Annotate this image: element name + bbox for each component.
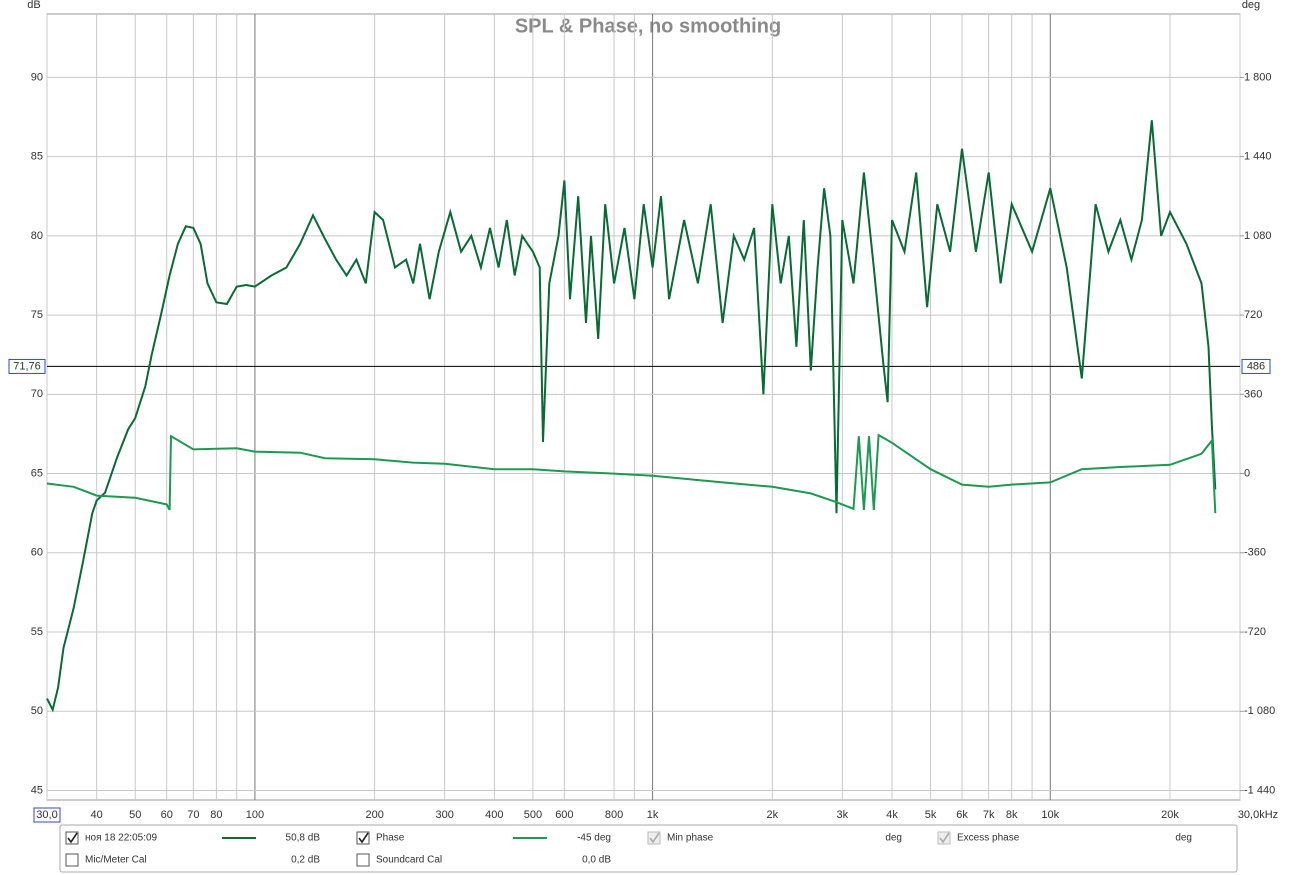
x-tick-label: 400 [485,809,503,821]
y2-tick-label: -720 [1244,626,1266,638]
x-tick-label: 600 [555,809,573,821]
y-axis-label: dB [27,0,40,11]
x-tick-label: 300 [435,809,453,821]
control-label: ноя 18 22:05:09 [85,833,158,844]
checkmark [649,832,660,844]
y2-tick-label: 1 440 [1244,151,1272,163]
y-tick-label: 90 [31,71,43,83]
y-tick-label: 65 [31,467,43,479]
x-tick-label: 3k [837,809,849,821]
control-label: Phase [376,833,405,844]
cursor-y2-label: 486 [1247,360,1265,372]
cursor-box [8,358,46,374]
checkbox[interactable] [356,853,370,867]
x-tick-label: 1k [647,809,659,821]
tick-box [33,807,61,823]
y-tick-label: 45 [31,784,43,796]
control-label: Soundcard Cal [376,855,442,866]
control-label: Mic/Meter Cal [85,855,147,866]
control-value: deg [885,833,902,844]
y-tick-label: 70 [31,388,43,400]
y2-axis-label: deg [1242,0,1260,11]
x-tick-label: 60 [161,809,173,821]
y-tick-label: 60 [31,547,43,559]
x-tick-label: 20k [1161,809,1179,821]
x-tick-label: 200 [365,809,383,821]
y-tick-label: 55 [31,626,43,638]
x-tick-label: 40 [91,809,103,821]
y2-tick-label: 360 [1244,388,1262,400]
y-tick-label: 85 [31,151,43,163]
x-tick-label: 4k [886,809,898,821]
x-tick-label: 70 [187,809,199,821]
x-tick-label: 2k [766,809,778,821]
x-tick-label: 500 [524,809,542,821]
checkmark [358,832,369,844]
x-tick-label: 80 [210,809,222,821]
control-value: deg [1175,833,1192,844]
x-tick-label: 10k [1041,809,1059,821]
y-tick-label: 75 [31,309,43,321]
series-line [46,120,1217,713]
x-tick-label: 100 [246,809,264,821]
x-tick-label: 30,0 [36,809,57,821]
x-tick-label: 7k [983,809,995,821]
control-value: 50,8 dB [286,833,321,844]
y-tick-label: 50 [31,705,43,717]
control-value: 0,2 dB [291,855,320,866]
y-tick-label: 80 [31,230,43,242]
control-value: 0,0 dB [582,855,611,866]
y2-tick-label: -360 [1244,547,1266,559]
checkbox[interactable] [65,853,79,867]
y2-tick-label: -1 080 [1244,705,1275,717]
checkmark [67,832,78,844]
x-tick-label: 30,0kHz [1238,809,1278,821]
series-line [46,433,1217,514]
y2-tick-label: 0 [1244,467,1250,479]
cursor-box [1241,358,1271,374]
plot-area [46,13,1241,801]
x-tick-label: 8k [1006,809,1018,821]
y2-tick-label: -1 440 [1244,784,1275,796]
x-tick-label: 6k [956,809,968,821]
control-label: Excess phase [957,833,1020,844]
y2-tick-label: 720 [1244,309,1262,321]
x-tick-label: 800 [605,809,623,821]
control-value: -45 deg [577,833,611,844]
checkmark [939,832,950,844]
control-label: Min phase [667,833,714,844]
cursor-label: 71,76 [13,360,41,372]
y2-tick-label: 1 800 [1244,71,1272,83]
chart-title: SPL & Phase, no smoothing [515,15,781,37]
x-tick-label: 5k [925,809,937,821]
y2-tick-label: 1 080 [1244,230,1272,242]
x-tick-label: 50 [129,809,141,821]
